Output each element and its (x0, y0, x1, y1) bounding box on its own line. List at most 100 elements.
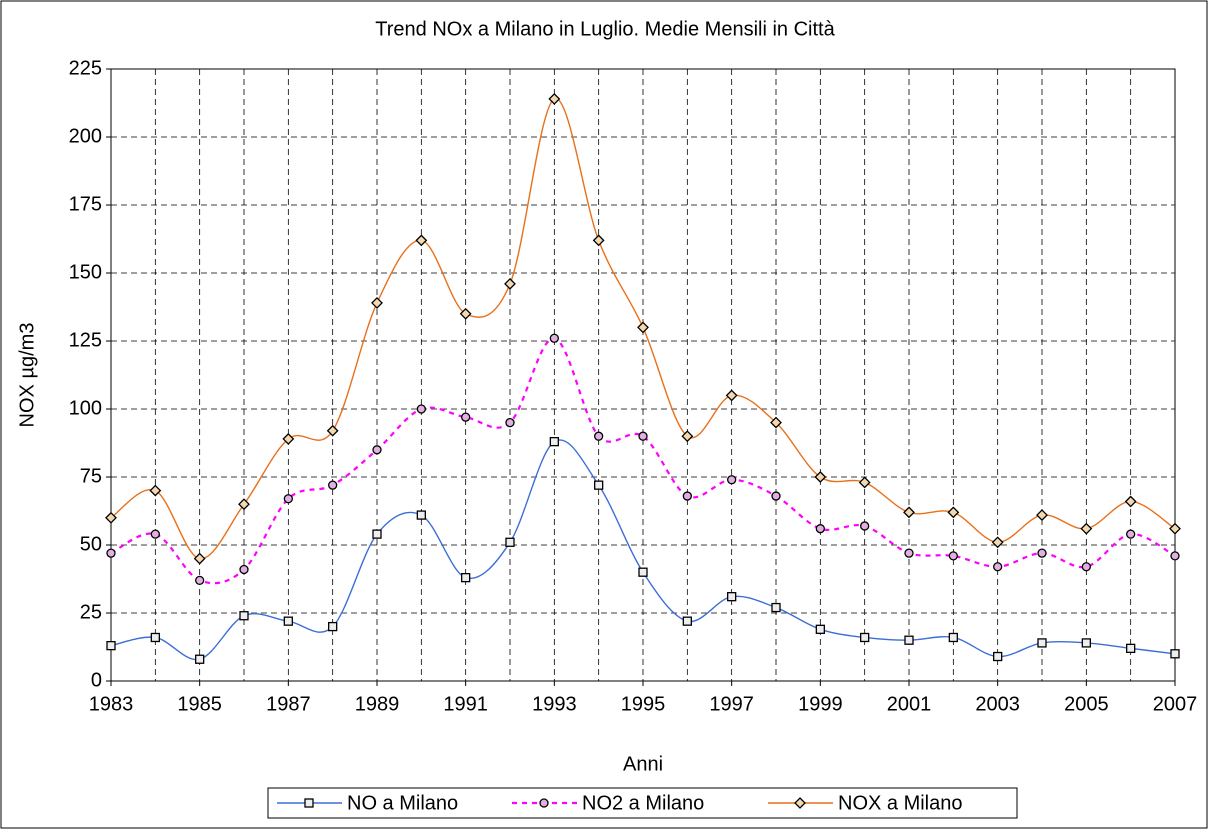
x-tick-label: 2007 (1153, 693, 1198, 715)
x-tick-label: 1989 (355, 693, 400, 715)
data-point (1081, 638, 1091, 648)
data-point (727, 475, 737, 485)
data-point (149, 484, 162, 497)
data-point (637, 321, 649, 334)
y-tick-label: 200 (69, 125, 102, 147)
y-tick-label: 0 (91, 669, 102, 691)
data-point (858, 476, 871, 489)
data-point (239, 564, 249, 575)
data-point (1081, 562, 1091, 572)
data-point (461, 572, 471, 583)
data-point (1037, 548, 1047, 558)
data-point (592, 234, 605, 247)
data-point (1126, 643, 1136, 654)
x-tick-label: 1993 (532, 693, 577, 715)
data-point (815, 524, 825, 534)
data-point (372, 529, 382, 539)
y-tick-label: 75 (80, 465, 102, 487)
data-point (1036, 509, 1048, 521)
data-point (1037, 638, 1047, 648)
data-point (727, 592, 737, 602)
data-point (904, 635, 914, 645)
data-point (993, 651, 1003, 662)
x-tick-label: 1997 (709, 693, 754, 715)
legend-box (267, 787, 1018, 819)
data-point (948, 551, 958, 561)
data-point (903, 506, 915, 519)
data-point (106, 640, 116, 651)
x-tick-label: 1991 (443, 693, 488, 715)
data-point (860, 521, 870, 531)
data-point (991, 536, 1004, 549)
data-point (195, 575, 205, 586)
x-tick-label: 1983 (89, 693, 134, 715)
data-point (1124, 495, 1137, 508)
x-tick-label: 1999 (798, 693, 843, 715)
data-point (771, 602, 781, 613)
data-point (459, 307, 472, 320)
data-point (150, 632, 160, 643)
data-point (328, 480, 338, 490)
y-tick-label: 25 (80, 601, 102, 623)
y-tick-label: 125 (69, 329, 102, 351)
data-point (638, 567, 648, 577)
data-point (239, 611, 249, 621)
y-tick-label: 50 (80, 533, 102, 555)
legend-marker (304, 798, 314, 808)
legend-label: NO2 a Milano (582, 792, 704, 814)
data-point (461, 412, 471, 422)
x-axis-label: Anni (623, 753, 663, 775)
data-point (193, 552, 206, 565)
chart-title: Trend NOx a Milano in Luglio. Medie Mens… (375, 18, 835, 40)
data-point (549, 333, 559, 343)
data-point (771, 491, 781, 501)
data-point (860, 632, 870, 643)
data-point (195, 654, 205, 664)
data-point (594, 431, 604, 441)
y-axis-label: NOX µg/m3 (16, 323, 38, 428)
x-tick-label: 2005 (1064, 693, 1109, 715)
legend-marker (539, 798, 549, 808)
y-tick-label: 175 (69, 193, 102, 215)
y-tick-label: 225 (69, 57, 102, 79)
plot-border (110, 68, 1176, 682)
data-point (682, 491, 692, 501)
data-point (814, 471, 827, 483)
x-tick-label: 2001 (887, 693, 932, 715)
data-point (326, 424, 339, 437)
data-point (682, 616, 692, 626)
data-point (372, 445, 382, 455)
data-point (415, 234, 428, 247)
data-point (504, 277, 516, 290)
data-point (416, 404, 426, 414)
data-point (150, 529, 160, 539)
data-point (283, 616, 293, 626)
x-tick-label: 1995 (621, 693, 666, 715)
data-point (904, 548, 914, 558)
data-point (283, 494, 293, 504)
data-point (549, 436, 559, 447)
data-point (548, 93, 561, 105)
data-point (594, 480, 604, 490)
data-point (416, 510, 426, 520)
y-tick-label: 150 (69, 261, 102, 283)
x-tick-label: 2003 (975, 693, 1020, 715)
data-point (681, 430, 694, 443)
data-point (106, 548, 116, 558)
y-tick-label: 100 (69, 397, 102, 419)
data-point (238, 498, 250, 511)
series-line (110, 337, 1176, 585)
data-point (1170, 649, 1180, 659)
data-point (1169, 522, 1181, 535)
data-point (947, 506, 960, 519)
data-point (815, 624, 825, 634)
data-point (282, 433, 295, 445)
legend-label: NOX a Milano (838, 792, 963, 814)
data-point (1170, 551, 1180, 561)
data-point (638, 431, 648, 441)
data-point (948, 632, 958, 643)
data-point (328, 621, 338, 632)
data-point (725, 389, 738, 402)
legend-marker (794, 797, 806, 809)
data-point (505, 417, 515, 428)
